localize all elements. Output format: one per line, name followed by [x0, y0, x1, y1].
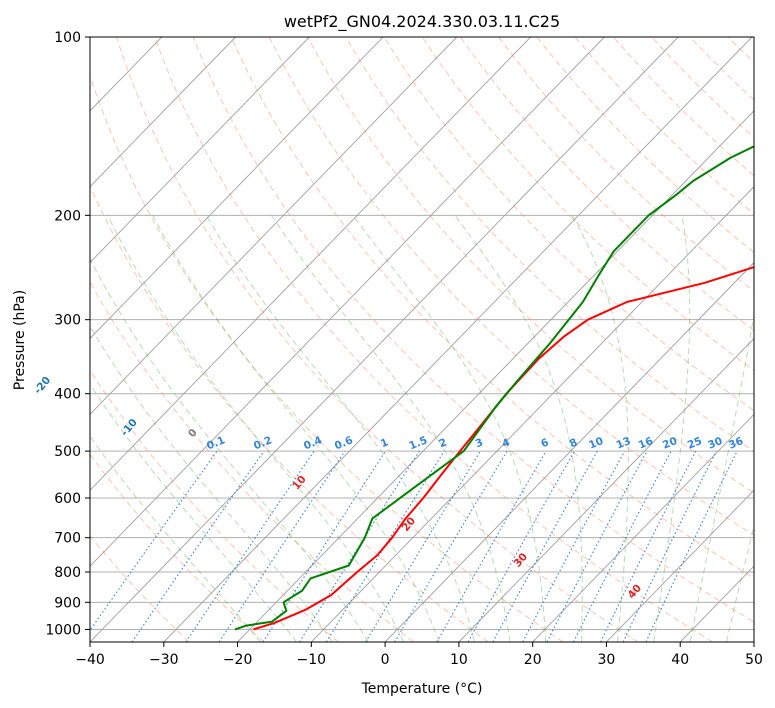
x-tick-label: 50 — [745, 652, 763, 668]
mixing-ratio-label: 1 — [379, 436, 390, 450]
isotherm-line — [237, 110, 754, 642]
dry-adiabat-line — [498, 37, 754, 292]
background-lines — [90, 37, 754, 642]
mixing-ratio-label: 36 — [727, 435, 745, 452]
x-tick-label: −40 — [75, 652, 105, 668]
dry-adiabat-line — [90, 369, 339, 642]
mixing-ratio-line — [600, 450, 697, 642]
axis-ticks: −40 −30 −20 −10 0 10 20 30 40 50 1000 900 800 700 600 5… — [45, 30, 763, 668]
isotherm-line — [90, 37, 310, 264]
isotherm-line — [90, 37, 605, 567]
y-tick-label: 1000 — [45, 622, 81, 638]
moist-adiabat-line — [205, 215, 475, 642]
isotherm-line — [90, 37, 531, 491]
isotherm-line — [384, 261, 754, 642]
x-tick-label: 40 — [671, 652, 689, 668]
moist-adiabat-line — [90, 383, 297, 642]
mixing-ratio-line — [90, 450, 218, 632]
y-tick-label: 500 — [54, 444, 81, 460]
y-axis-title: Pressure (hPa) — [12, 290, 28, 390]
mixing-ratio-label: 10 — [587, 435, 605, 452]
isotherm-line — [163, 37, 753, 642]
isotherm-line — [606, 489, 754, 642]
y-tick-label: 300 — [54, 313, 81, 329]
mixing-ratio-label: 30 — [706, 435, 724, 452]
moist-adiabat-line — [90, 325, 333, 642]
mixing-ratio-line — [325, 450, 445, 642]
moist-adiabat-line — [653, 215, 691, 642]
x-tick-label: −30 — [149, 652, 179, 668]
moist-adiabat-line — [689, 311, 754, 642]
dry-adiabat-line — [90, 184, 489, 642]
mixing-ratio-label: 20 — [661, 435, 679, 452]
dewpoint-line — [234, 145, 754, 631]
isotherm-line — [458, 337, 754, 642]
dry-adiabat-line — [90, 74, 564, 642]
x-tick-label: 30 — [597, 652, 615, 668]
isotherm-line — [90, 37, 236, 188]
dry-adiabat-line — [90, 453, 265, 642]
mixing-ratio-line — [218, 450, 346, 642]
profile-lines — [234, 145, 754, 631]
x-tick-label: 10 — [450, 652, 468, 668]
x-tick-label: −10 — [297, 652, 327, 668]
moist-adiabat-line — [352, 215, 547, 642]
plot-frame — [89, 36, 755, 643]
moist-adiabat-line — [107, 215, 405, 642]
y-tick-label: 600 — [54, 491, 81, 507]
mixing-ratio-line — [522, 450, 626, 642]
y-tick-label: 900 — [54, 595, 81, 611]
mixing-ratio-label: 2 — [437, 436, 448, 450]
line-annotations: 0.10.20.40.611.52346810131620253036-100-… — [32, 374, 745, 601]
mixing-ratio-label: 6 — [539, 436, 550, 450]
isotherm-line — [90, 37, 384, 340]
y-tick-label: 700 — [54, 531, 81, 547]
moist-adiabat-line — [90, 257, 369, 642]
dry-adiabat-line — [90, 280, 414, 642]
y-tick-label: 800 — [54, 565, 81, 581]
mixing-ratio-line — [262, 450, 387, 642]
mixing-ratio-line — [492, 450, 598, 642]
chart-title: wetPf2_GN04.2024.330.03.11.C25 — [284, 12, 560, 32]
isotherm-line — [90, 37, 458, 415]
y-tick-label: 200 — [54, 208, 81, 224]
dry-adiabat-line — [116, 37, 639, 642]
moist-adiabat-line — [571, 215, 629, 642]
moist-adiabat-line — [152, 215, 440, 642]
mixing-ratio-label: 25 — [686, 435, 704, 452]
mixing-ratio-label: 4 — [500, 436, 511, 450]
isotherm-line — [532, 413, 754, 642]
mixing-ratio-label: 8 — [568, 436, 579, 450]
mixing-ratio-label: 13 — [615, 435, 633, 452]
mixing-ratio-line — [185, 450, 315, 642]
moist-adiabat-line — [271, 215, 511, 642]
x-axis-title: Temperature (°C) — [361, 681, 483, 697]
x-tick-label: 0 — [381, 652, 390, 668]
isotherm-line — [311, 186, 754, 642]
mixing-ratio-line — [573, 450, 672, 642]
x-tick-label: 20 — [524, 652, 542, 668]
isotherm-line — [90, 37, 679, 642]
x-tick-label: −20 — [223, 652, 253, 668]
mixing-ratio-line — [131, 450, 265, 642]
mixing-ratio-label: 3 — [474, 436, 485, 450]
mixing-ratio-line — [467, 450, 576, 642]
mixing-ratio-label: 16 — [637, 435, 655, 452]
y-tick-label: 100 — [54, 30, 81, 46]
y-tick-label: 400 — [54, 387, 81, 403]
dry-adiabat-line — [192, 37, 754, 623]
